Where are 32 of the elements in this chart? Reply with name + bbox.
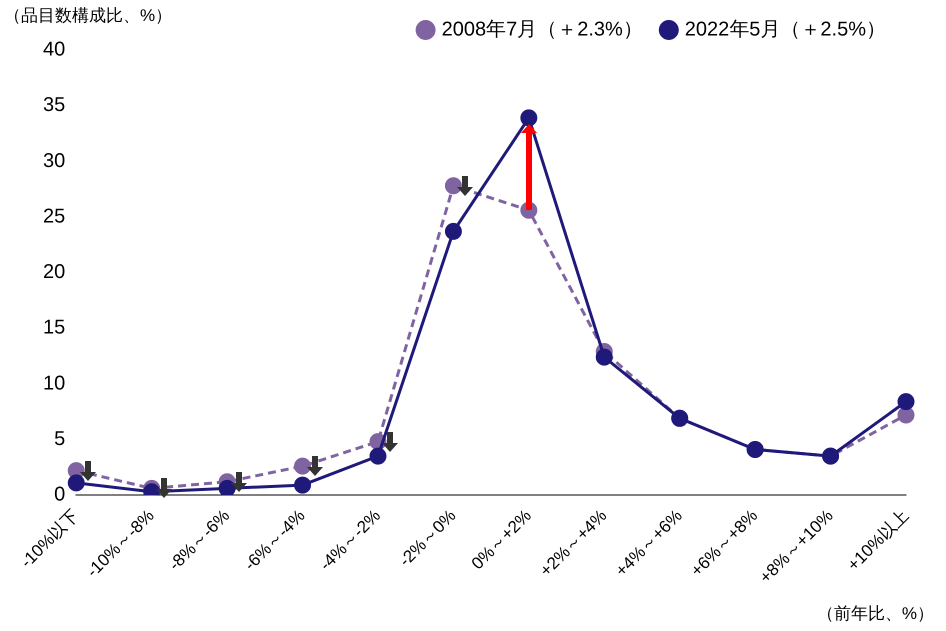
point — [294, 458, 312, 475]
y-tick-label: 25 — [42, 205, 66, 228]
point — [596, 348, 613, 366]
y-tick-label: 30 — [42, 150, 66, 172]
x-tick-label: +4%～+6% — [612, 506, 686, 580]
point — [369, 448, 386, 465]
y-tick-label: 20 — [42, 261, 66, 284]
x-tick-label: -8%～-6% — [165, 506, 234, 574]
point — [68, 474, 85, 492]
point — [520, 109, 538, 126]
y-tick-label: 40 — [42, 38, 66, 61]
point — [898, 393, 914, 410]
point — [444, 177, 462, 194]
point — [898, 406, 914, 424]
y-tick-label: 15 — [42, 316, 66, 339]
x-tick-label: -6%～-4% — [240, 506, 309, 574]
y-axis-title: （品目数構成比、%） — [4, 5, 172, 27]
x-axis-title: （前年比、%） — [816, 603, 934, 625]
point — [444, 222, 462, 240]
x-tick-label: -2%～0% — [395, 506, 460, 570]
x-tick-label: +6%～+8% — [687, 506, 762, 580]
point — [218, 480, 236, 496]
x-tick-label: 0%～+2% — [468, 506, 535, 574]
point — [294, 476, 312, 494]
y-tick-label: 35 — [42, 94, 66, 116]
x-tick-label: -4%～-2% — [316, 506, 384, 574]
legend-label: 2008年7月（＋2.3%） — [442, 18, 643, 41]
y-tick-label: 5 — [54, 428, 66, 450]
y-tick-label: 0 — [54, 484, 66, 506]
y-tick-label: 10 — [42, 372, 66, 394]
x-tick-label: +2%～+4% — [536, 506, 610, 580]
legend-label: 2022年5月（＋2.5%） — [684, 18, 886, 41]
